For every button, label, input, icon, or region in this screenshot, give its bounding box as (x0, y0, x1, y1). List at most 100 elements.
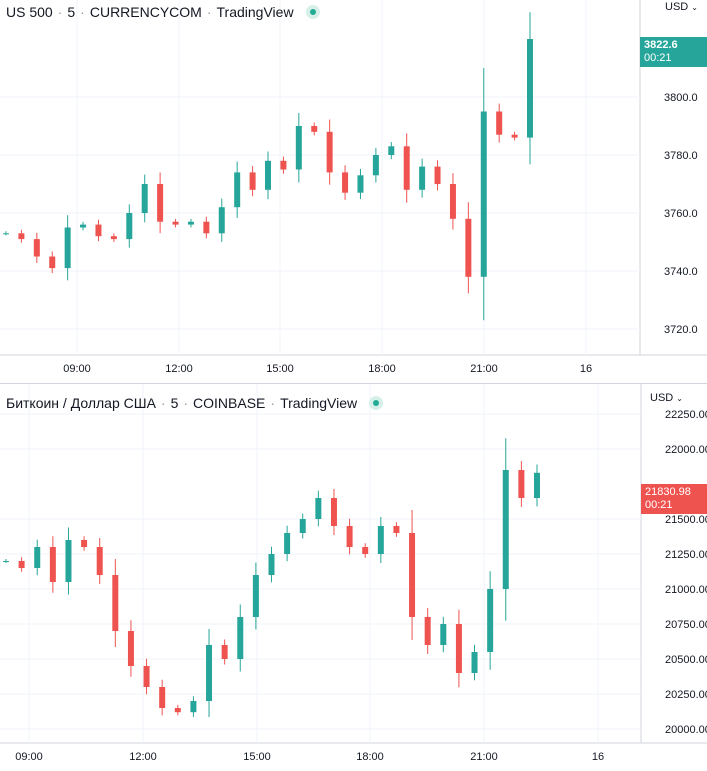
chart-panel-btcusd[interactable]: 20000.00 20250.00 20500.00 20750.00 21000.00… (0, 384, 707, 771)
x-tick-label: 15:00 (266, 363, 294, 375)
candle-body (237, 617, 244, 659)
legend-interval: 5 (67, 4, 76, 20)
countdown-value: 00:21 (644, 52, 672, 64)
candle-body (221, 645, 228, 659)
candle-body (265, 160, 271, 190)
candle-body (518, 470, 525, 498)
y-tick-label: 3760.0 (664, 208, 698, 220)
x-tick-label: 12:00 (165, 363, 193, 375)
candle-body (527, 39, 533, 138)
btcusd-chart[interactable]: 20000.00 20250.00 20500.00 20750.00 21000.00… (0, 384, 707, 771)
legend-source: TradingView (280, 395, 358, 411)
legend-separator: · (206, 4, 212, 20)
y-tick-label: 20250.00 (665, 689, 707, 701)
candle-body (419, 166, 426, 190)
chart-panel-us500[interactable]: 3720.0 3740.0 3760.0 3780.0 3800.0 09:00 12:00… (0, 0, 707, 383)
candle-body (480, 111, 487, 277)
candle-body (326, 131, 333, 173)
y-tick-label: 3780.0 (664, 150, 698, 162)
legend-interval: 5 (170, 395, 179, 411)
candle-body (64, 227, 71, 269)
candle-body (342, 172, 349, 193)
currency-selector[interactable]: USD ⌄ (665, 1, 698, 13)
candle-body (34, 547, 41, 568)
panel-separator[interactable] (0, 383, 707, 384)
candle-body (141, 184, 148, 213)
chevron-down-icon: ⌄ (691, 2, 698, 12)
legend-us500[interactable]: US 500 · 5 · CURRENCYCOM · TradingView (6, 3, 320, 21)
candle-body (471, 652, 478, 673)
y-tick-label: 20500.00 (665, 654, 707, 666)
y-tick-label: 3800.0 (664, 92, 698, 104)
x-tick-label: 12:00 (129, 751, 157, 763)
candle-body (126, 213, 133, 240)
x-tick-label: 16 (580, 363, 592, 375)
candle-body (3, 233, 9, 235)
legend-exchange: CURRENCYCOM (89, 4, 202, 20)
currency-label: USD (650, 392, 674, 404)
candle-body (49, 547, 56, 582)
candle-body (159, 687, 166, 708)
candle-body (377, 526, 384, 554)
candle-body (203, 221, 210, 234)
x-tick-label: 18:00 (368, 363, 396, 375)
candle-body (96, 547, 103, 575)
legend-source: TradingView (216, 4, 294, 20)
candle-body (157, 184, 164, 222)
candle-body (95, 224, 102, 237)
chevron-down-icon: ⌄ (676, 393, 683, 403)
candle-body (112, 575, 119, 631)
candle-body (393, 526, 400, 533)
y-tick-label: 22250.00 (665, 409, 707, 421)
candle-body (81, 540, 88, 547)
candle-body (127, 631, 134, 666)
candle-body (403, 146, 410, 190)
us500-chart[interactable]: 3720.0 3740.0 3760.0 3780.0 3800.0 09:00 12:00… (0, 0, 707, 383)
legend-symbol: Биткоин / Доллар США (6, 395, 156, 411)
y-tick-label: 22000.00 (665, 444, 707, 456)
candle-body (49, 256, 56, 269)
candle-body (434, 166, 441, 184)
candle-body (143, 666, 150, 687)
x-tick-label: 21:00 (470, 363, 498, 375)
legend-symbol: US 500 (6, 4, 53, 20)
candle-body (218, 207, 225, 234)
candle-body (388, 146, 395, 155)
candle-body (284, 533, 291, 554)
candle-body (372, 155, 379, 176)
candle-body (496, 111, 503, 135)
candle-body (440, 624, 447, 645)
candle-body (252, 575, 259, 617)
candle-body (449, 184, 456, 219)
candle-body (465, 218, 472, 277)
candle-body (234, 172, 241, 208)
x-tick-label: 21:00 (470, 751, 498, 763)
candle-body (249, 172, 256, 190)
candle-body (511, 134, 518, 138)
legend-exchange: COINBASE (193, 395, 266, 411)
legend-separator: · (160, 395, 166, 411)
x-tick-label: 16 (592, 751, 604, 763)
y-tick-label: 21250.00 (665, 549, 707, 561)
legend-separator: · (57, 4, 63, 20)
legend-btcusd[interactable]: Биткоин / Доллар США · 5 · COINBASE · Tr… (6, 394, 384, 412)
candle-body (206, 645, 213, 701)
candle-body (534, 472, 540, 498)
x-tick-label: 15:00 (243, 751, 271, 763)
market-status-icon[interactable] (369, 396, 384, 410)
candle-body (268, 554, 275, 575)
candle-body (502, 470, 509, 589)
y-tick-label: 21500.00 (665, 514, 707, 526)
candle-body (295, 126, 302, 170)
candle-body (487, 589, 494, 652)
currency-selector[interactable]: USD ⌄ (650, 392, 683, 404)
candle-body (3, 561, 9, 562)
candle-body (280, 160, 287, 170)
candle-body (190, 701, 197, 713)
market-status-icon[interactable] (305, 5, 320, 19)
x-tick-label: 09:00 (15, 751, 43, 763)
candle-body (172, 221, 179, 225)
candle-body (362, 547, 369, 554)
x-tick-label: 18:00 (356, 751, 384, 763)
candle-body (187, 221, 194, 225)
